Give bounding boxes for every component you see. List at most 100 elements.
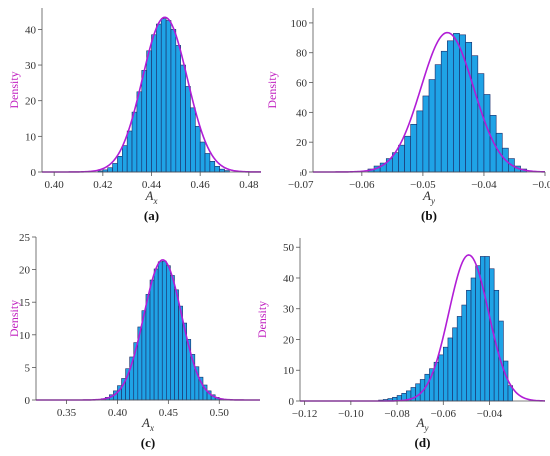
y-tick-label: 30 xyxy=(25,60,37,72)
histogram-bar xyxy=(465,41,473,173)
x-tick-label: 0.42 xyxy=(93,179,112,191)
histogram-bar xyxy=(117,156,123,173)
histogram-bar xyxy=(456,316,463,402)
histogram-bar xyxy=(398,144,405,173)
y-axis-label: Density xyxy=(7,71,21,108)
histogram-bar xyxy=(166,265,171,401)
histogram-bar xyxy=(156,23,162,173)
histogram-bar xyxy=(443,346,449,402)
x-tick-label: −0.07 xyxy=(288,179,314,191)
histogram-bar xyxy=(209,161,216,173)
histogram-bar xyxy=(165,20,172,173)
x-tick-label: −0.12 xyxy=(292,408,317,420)
x-tick-label: −0.04 xyxy=(477,408,503,420)
histogram-bar xyxy=(160,18,167,173)
x-tick-label: −0.08 xyxy=(384,408,410,420)
histogram-bar xyxy=(131,111,138,173)
y-tick-label: 40 xyxy=(296,107,308,119)
x-tick-label: −0.06 xyxy=(431,408,457,420)
density-curve xyxy=(300,254,546,402)
x-tick-label: −0.06 xyxy=(349,179,375,191)
histogram-bar xyxy=(214,165,220,173)
histogram-bar xyxy=(145,294,151,401)
x-tick-label: 0.40 xyxy=(108,407,128,419)
histogram-bar xyxy=(477,73,485,173)
histogram-bar xyxy=(434,64,442,173)
histogram-bar xyxy=(199,141,206,173)
histogram-bar xyxy=(422,95,430,173)
x-axis-label: Ay xyxy=(422,188,435,206)
x-tick-label: 0.48 xyxy=(239,179,259,191)
x-tick-label: 0.45 xyxy=(159,407,179,419)
y-tick-label: 30 xyxy=(283,304,295,316)
y-tick-label: 20 xyxy=(25,96,37,108)
histogram-bar xyxy=(470,277,476,402)
histogram-bar xyxy=(122,145,128,173)
y-tick-label: 0 xyxy=(302,167,308,179)
y-tick-label: 60 xyxy=(296,78,308,90)
histogram-bar xyxy=(471,55,479,173)
y-tick-label: 10 xyxy=(25,131,37,143)
x-tick-label: 0.40 xyxy=(45,179,65,191)
panel-a: 0.40 0.42 0.44 0.46 0.48 0 10 20 30 40 Density Ax (a… xyxy=(7,8,261,223)
histogram-bar xyxy=(174,289,179,401)
y-tick-label: 25 xyxy=(19,232,31,244)
histogram-bar xyxy=(410,123,418,173)
histogram-bar xyxy=(489,115,497,173)
x-axis-label: Ax xyxy=(145,188,158,206)
histogram-bar xyxy=(466,289,472,402)
y-tick-label: 40 xyxy=(283,273,295,285)
histogram-bar xyxy=(170,275,175,401)
histogram-bar xyxy=(447,337,453,402)
histogram-bar xyxy=(136,91,143,173)
y-tick-label: 40 xyxy=(25,24,37,36)
histogram-bar xyxy=(151,34,157,173)
histogram-bar xyxy=(161,260,167,401)
y-tick-label: 10 xyxy=(283,365,295,377)
panel-b: −0.07 −0.06 −0.05 −0.04 −0.03 0 20 40 60 80 100 Den… xyxy=(265,8,550,223)
histogram-bar xyxy=(484,256,490,402)
y-tick-label: 100 xyxy=(291,18,308,30)
histogram-bar xyxy=(428,79,436,173)
histogram-bar xyxy=(141,70,147,173)
x-tick-label: 0.44 xyxy=(142,179,162,191)
histogram-bar xyxy=(447,40,454,173)
x-tick-label: 0.46 xyxy=(191,179,211,191)
histogram-bar xyxy=(146,50,152,173)
y-tick-label: 20 xyxy=(283,334,295,346)
x-axis-label: Ax xyxy=(141,415,154,433)
histogram-bar xyxy=(475,265,481,402)
histogram-bar xyxy=(503,360,509,402)
y-axis-label: Density xyxy=(255,301,269,338)
y-tick-label: 50 xyxy=(283,242,295,254)
histogram-bar xyxy=(416,110,424,173)
y-tick-label: 20 xyxy=(19,265,31,277)
panel-d: −0.12 −0.10 −0.08 −0.06 −0.04 0 10 20 30 40 50 Dens… xyxy=(255,238,546,450)
x-tick-label: −0.04 xyxy=(471,179,497,191)
y-tick-label: 5 xyxy=(25,362,31,374)
y-axis-label: Density xyxy=(7,300,21,337)
histogram-bar xyxy=(149,279,155,401)
histogram-bar xyxy=(126,130,133,173)
histogram-bar xyxy=(112,163,118,173)
histogram-bar xyxy=(452,327,458,402)
histogram-bar xyxy=(180,64,186,173)
histogram-bar xyxy=(415,383,421,402)
x-tick-label: 0.35 xyxy=(57,407,77,419)
histogram-bar xyxy=(175,45,181,173)
histogram-bar xyxy=(107,167,113,173)
panel-label: (c) xyxy=(141,435,155,450)
y-tick-label: 80 xyxy=(296,48,308,60)
y-tick-label: 0 xyxy=(289,396,295,408)
y-tick-label: 0 xyxy=(31,167,37,179)
histogram-bar xyxy=(404,135,411,173)
panel-label: (d) xyxy=(415,435,431,450)
y-axis-label: Density xyxy=(265,71,279,108)
histogram-bar xyxy=(153,268,159,401)
histogram-bar xyxy=(438,354,444,402)
histogram-bar xyxy=(204,153,211,173)
histogram-bar xyxy=(185,86,191,173)
x-tick-label: 0.50 xyxy=(210,407,230,419)
x-tick-label: −0.10 xyxy=(338,408,364,420)
